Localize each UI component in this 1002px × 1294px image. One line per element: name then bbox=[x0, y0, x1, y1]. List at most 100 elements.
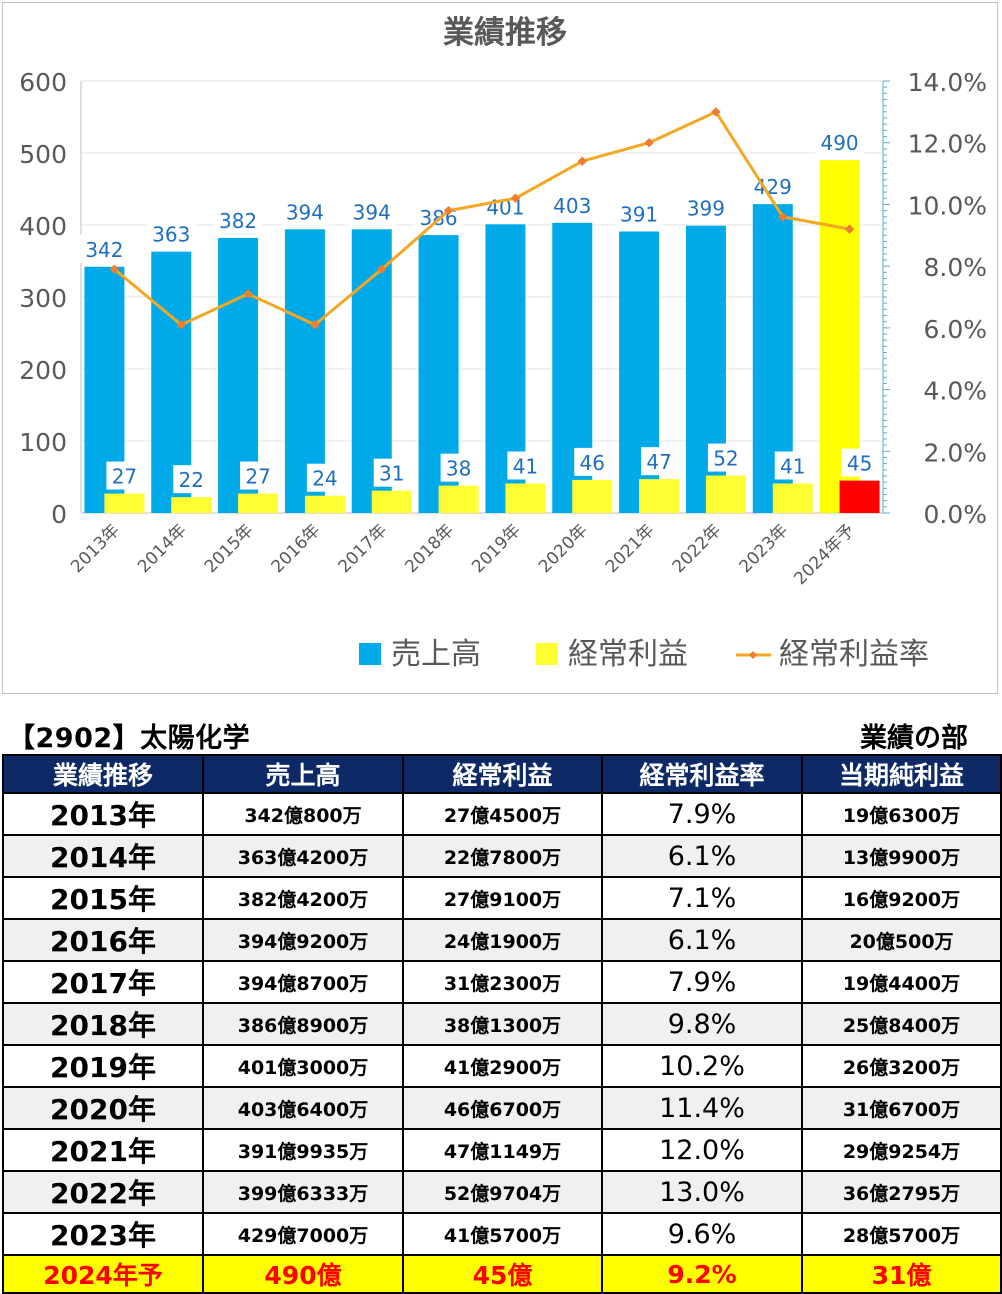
data-label-sales: 490 bbox=[820, 131, 858, 155]
table-cell: 27億9100万 bbox=[402, 876, 603, 920]
data-label-bg bbox=[80, 234, 129, 263]
table-cell: 6.1% bbox=[601, 918, 803, 962]
legend-swatch-sales bbox=[359, 643, 381, 665]
table-cell: 13.0% bbox=[601, 1170, 803, 1214]
line-point bbox=[377, 264, 387, 274]
table-cell: 11.4% bbox=[601, 1086, 803, 1130]
table-cell: 19億4400万 bbox=[801, 960, 1002, 1004]
data-label-profit: 47 bbox=[646, 450, 671, 474]
table-cell: 363億4200万 bbox=[202, 834, 404, 878]
x-tick-label: 2014年 bbox=[134, 520, 191, 577]
data-label-bg bbox=[440, 453, 477, 482]
data-label-sales: 382 bbox=[219, 209, 257, 233]
line-point bbox=[310, 320, 320, 330]
column-header: 業績推移 bbox=[2, 754, 204, 794]
table-row: 2013年 342億800万 27億4500万 7.9% 19億6300万 bbox=[2, 792, 1002, 836]
x-tick-label: 2022年 bbox=[669, 520, 726, 577]
y2-tick-label: 8.0% bbox=[923, 253, 987, 282]
legend-swatch-profit bbox=[536, 643, 558, 665]
data-label-profit: 27 bbox=[112, 465, 137, 489]
legend-label-sales: 売上高 bbox=[391, 637, 481, 672]
table-cell: 41億2900万 bbox=[402, 1044, 603, 1088]
forecast-cell: 9.2% bbox=[601, 1254, 803, 1294]
forecast-cell: 45億 bbox=[402, 1254, 603, 1294]
table-cell: 47億1149万 bbox=[402, 1128, 603, 1172]
table-body: 2013年 342億800万 27億4500万 7.9% 19億6300万 2014年 36… bbox=[2, 792, 1002, 1294]
y-tick-label: 600 bbox=[19, 68, 67, 97]
y2-tick-label: 6.0% bbox=[923, 315, 987, 344]
table-cell: 2023年 bbox=[2, 1212, 204, 1256]
bar-profit bbox=[371, 490, 412, 513]
table-cell: 403億6400万 bbox=[202, 1086, 404, 1130]
line-profit-rate bbox=[113, 109, 850, 327]
table-row: 2017年 394億8700万 31億2300万 7.9% 19億4400万 bbox=[2, 960, 1002, 1004]
table-cell: 16億9200万 bbox=[801, 876, 1002, 920]
table-row: 2016年 394億9200万 24億1900万 6.1% 20億500万 bbox=[2, 918, 1002, 962]
table-row: 2018年 386億8900万 38億1300万 9.8% 25億8400万 bbox=[2, 1002, 1002, 1046]
line-point bbox=[176, 320, 186, 330]
data-label-profit: 31 bbox=[379, 462, 404, 486]
line-point bbox=[844, 224, 855, 234]
table-cell: 7.1% bbox=[601, 876, 803, 920]
bar-profit bbox=[505, 483, 546, 513]
forecast-cell: 2024年予 bbox=[2, 1254, 204, 1294]
data-label-profit: 52 bbox=[713, 447, 738, 471]
table-cell: 20億500万 bbox=[801, 918, 1002, 962]
table-cell: 399億6333万 bbox=[202, 1170, 404, 1214]
table-row: 2021年 391億9935万 47億1149万 12.0% 29億9254万 bbox=[2, 1128, 1002, 1172]
forecast-cell: 31億 bbox=[801, 1254, 1002, 1294]
section-title: 業績の部 bbox=[860, 723, 968, 754]
table-cell: 12.0% bbox=[601, 1128, 803, 1172]
table-cell: 38億1300万 bbox=[402, 1002, 603, 1046]
data-label-profit: 41 bbox=[513, 454, 538, 478]
table-cell: 29億9254万 bbox=[801, 1128, 1002, 1172]
data-label-bg bbox=[347, 197, 396, 226]
data-label-bg bbox=[240, 461, 277, 490]
table-cell: 13億9900万 bbox=[801, 834, 1002, 878]
table-cell: 31億6700万 bbox=[801, 1086, 1002, 1130]
table-cell: 2017年 bbox=[2, 960, 204, 1004]
bar-profit bbox=[171, 497, 212, 513]
y2-tick-label: 4.0% bbox=[923, 377, 987, 406]
performance-table: 業績推移 売上高 経常利益 経常利益率 当期純利益 2013年 342億800万 27億45… bbox=[2, 754, 1002, 1294]
table-cell: 10.2% bbox=[601, 1044, 803, 1088]
bar-profit bbox=[438, 485, 479, 513]
line-point bbox=[644, 138, 654, 148]
column-header: 売上高 bbox=[202, 754, 404, 794]
line-point bbox=[243, 289, 253, 299]
data-label-profit: 27 bbox=[245, 465, 270, 489]
y2-tick-label: 2.0% bbox=[923, 438, 987, 467]
data-label-bg bbox=[774, 451, 811, 480]
data-label-bg bbox=[373, 458, 410, 487]
x-tick-label: 2015年 bbox=[201, 520, 258, 577]
data-label-bg bbox=[681, 193, 730, 222]
table-row: 2022年 399億6333万 52億9704万 13.0% 36億2795万 bbox=[2, 1170, 1002, 1214]
table-cell: 41億5700万 bbox=[402, 1212, 603, 1256]
x-tick-label: 2013年 bbox=[67, 520, 124, 577]
legend-label-profit: 経常利益 bbox=[568, 637, 688, 672]
table-cell: 386億8900万 bbox=[202, 1002, 404, 1046]
table-cell: 342億800万 bbox=[202, 792, 404, 836]
data-label-bg bbox=[481, 192, 530, 221]
y2-tick-label: 0.0% bbox=[923, 500, 987, 529]
table-row: 2014年 363億4200万 22億7800万 6.1% 13億9900万 bbox=[2, 834, 1002, 878]
table-cell: 2016年 bbox=[2, 918, 204, 962]
data-label-profit: 22 bbox=[179, 468, 204, 492]
legend-label-rate: 経常利益率 bbox=[779, 637, 929, 672]
table-cell: 7.9% bbox=[601, 792, 803, 836]
data-label-bg bbox=[815, 128, 864, 157]
y-tick-label: 100 bbox=[19, 428, 67, 457]
table-header-row: 業績推移 売上高 経常利益 経常利益率 当期純利益 bbox=[2, 754, 1002, 794]
bar-profit bbox=[705, 475, 746, 513]
data-label-sales: 403 bbox=[553, 194, 591, 218]
table-cell: 394億8700万 bbox=[202, 960, 404, 1004]
data-label-bg bbox=[147, 219, 196, 248]
table-row: 2020年 403億6400万 46億6700万 11.4% 31億6700万 bbox=[2, 1086, 1002, 1130]
chart-panel: 業績推移 0 100 200 300 400 500 600 0.0% 2.0% 4.0% 6.0% 8… bbox=[2, 2, 998, 694]
bar-profit bbox=[572, 479, 613, 513]
line-point bbox=[443, 205, 454, 216]
table-cell: 2022年 bbox=[2, 1170, 204, 1214]
data-label-bg bbox=[106, 461, 143, 490]
data-label-bg bbox=[173, 465, 210, 494]
table-cell: 2013年 bbox=[2, 792, 204, 836]
